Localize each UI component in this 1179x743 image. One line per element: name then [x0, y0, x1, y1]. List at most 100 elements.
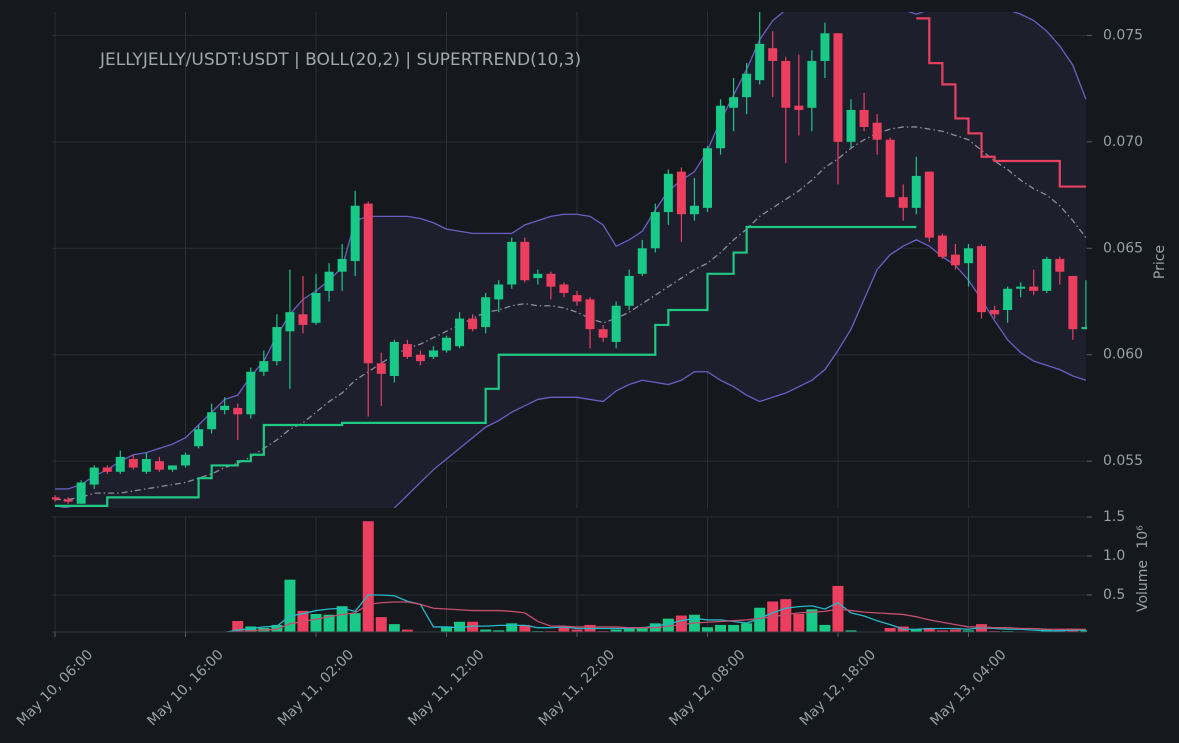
candle-body: [689, 205, 699, 215]
candle-body: [442, 337, 452, 351]
y-tick-label: 0.060: [1103, 347, 1143, 363]
candle-body: [846, 109, 856, 142]
candle-body: [1081, 327, 1087, 330]
volume-scale-label: 10⁶: [1135, 525, 1151, 549]
volume-bar: [792, 613, 805, 632]
candle-body: [794, 105, 804, 110]
candle-body: [585, 299, 595, 330]
candle-body: [363, 203, 373, 364]
candle-body: [937, 235, 947, 257]
candle-body: [337, 258, 347, 272]
candle-body: [533, 273, 543, 279]
y-tick-label: 0.055: [1103, 453, 1143, 469]
candle-body: [181, 454, 191, 466]
candle-body: [729, 97, 739, 108]
volume-bar: [322, 614, 336, 632]
chart-title: JELLYJELLY/USDT:USDT | BOLL(20,2) | SUPE…: [99, 50, 581, 70]
y-tick-label: 0.075: [1103, 27, 1143, 43]
candle-body: [468, 318, 478, 330]
price-panel: [52, 12, 1087, 508]
candle-body: [637, 248, 647, 274]
volume-tick-label: 0.5: [1103, 587, 1125, 603]
candle-body: [1068, 275, 1078, 330]
candle-body: [572, 295, 582, 302]
candle-body: [702, 148, 712, 208]
candle-body: [716, 105, 726, 149]
candle-body: [52, 497, 60, 500]
y-tick-label: 0.070: [1103, 134, 1143, 150]
candle-body: [755, 43, 765, 81]
volume-bar: [309, 613, 323, 632]
volume-bar: [884, 627, 897, 632]
candle-body: [598, 329, 608, 338]
price-axis-label: Price: [1152, 245, 1168, 279]
volume-bar: [727, 624, 740, 632]
volume-bar: [388, 623, 401, 632]
candle-body: [272, 327, 282, 362]
bollinger-line: [55, 12, 1087, 490]
candle-body: [76, 482, 86, 504]
candle-body: [128, 459, 138, 468]
candle-body: [1055, 258, 1065, 272]
candle-body: [350, 205, 360, 262]
candle-body: [324, 271, 334, 291]
candle-body: [807, 60, 817, 108]
candle-body: [285, 312, 295, 332]
candle-body: [898, 197, 908, 208]
volume-ma-line: [207, 594, 1086, 632]
volume-tick-label: 1.5: [1103, 509, 1125, 525]
supertrend-line: [916, 17, 1086, 188]
candle-body: [63, 499, 73, 502]
candle-body: [924, 171, 934, 238]
candle-body: [298, 314, 308, 325]
candle-body: [507, 241, 517, 285]
candle-body: [311, 292, 321, 323]
candle-body: [389, 341, 399, 377]
candle-body: [520, 241, 530, 281]
candle-body: [259, 361, 269, 372]
volume-bar: [714, 624, 727, 632]
candle-body: [781, 60, 791, 108]
candle-body: [220, 405, 230, 411]
candle-body: [89, 467, 99, 485]
volume-bar: [349, 612, 362, 632]
candle-body: [1016, 286, 1026, 289]
candle-body: [768, 48, 778, 61]
candle-body: [911, 175, 921, 208]
candle-body: [742, 73, 752, 98]
candle-body: [402, 344, 412, 357]
band-fill: [55, 12, 1086, 508]
candle-body: [559, 284, 569, 293]
candle-body: [154, 461, 164, 470]
candle-body: [207, 412, 217, 430]
supertrend-line: [55, 225, 917, 507]
candle-body: [428, 350, 438, 357]
candle-body: [650, 212, 660, 249]
volume-bar: [701, 626, 714, 632]
candle-body: [611, 305, 621, 342]
candle-body: [455, 318, 465, 347]
candle-body: [141, 459, 151, 472]
y-tick-label: 0.065: [1103, 240, 1143, 256]
candle-body: [376, 363, 386, 374]
bollinger-line: [54, 239, 1087, 508]
volume-axis-label: Volume: [1135, 560, 1151, 612]
volume-bar: [740, 622, 753, 632]
candle-body: [115, 456, 125, 472]
candle-body: [246, 371, 256, 415]
volume-panel: [52, 520, 1087, 632]
volume-bar: [505, 622, 518, 632]
candle-body: [820, 33, 830, 61]
candle-body: [167, 465, 177, 470]
candle-body: [624, 275, 634, 306]
candle-body: [233, 407, 243, 415]
candle-body: [663, 173, 673, 213]
volume-bar: [362, 520, 375, 632]
candle-body: [833, 33, 843, 142]
candle-body: [885, 139, 895, 198]
candle-body: [102, 467, 112, 472]
candle-body: [977, 246, 987, 313]
candle-body: [859, 109, 869, 127]
